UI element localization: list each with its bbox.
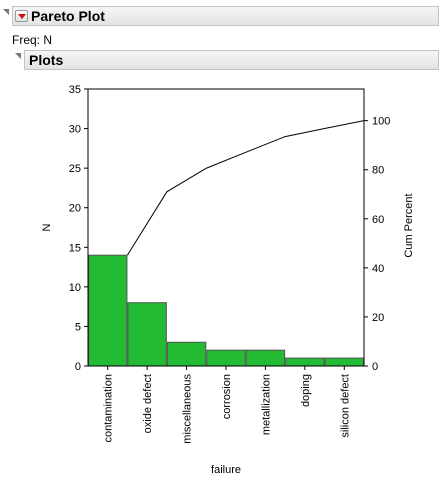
pareto-disclosure-icon[interactable] <box>3 9 9 15</box>
y2-tick-label: 80 <box>372 165 384 177</box>
y2-tick-label: 40 <box>372 263 384 275</box>
x-tick-label: miscellaneous <box>182 374 194 444</box>
bar-corrosion <box>206 349 246 367</box>
y-tick-label: 20 <box>69 203 81 215</box>
red-triangle-menu-icon[interactable] <box>15 10 28 22</box>
pareto-plot-header[interactable]: Pareto Plot <box>12 6 439 26</box>
plots-title: Plots <box>29 52 64 68</box>
x-tick-label: metallization <box>260 374 272 435</box>
freq-label: Freq: N <box>12 33 53 47</box>
bar-oxide-defect <box>127 302 167 367</box>
y2-axis-label: Cum Percent <box>403 193 415 257</box>
bar-silicon-defect <box>324 357 365 367</box>
y-tick-label: 0 <box>75 361 81 373</box>
y-tick-label: 35 <box>69 84 81 96</box>
y2-tick-label: 0 <box>372 361 378 373</box>
y2-tick-label: 60 <box>372 214 384 226</box>
y-tick-label: 25 <box>69 163 81 175</box>
x-tick-label: corrosion <box>221 374 233 419</box>
plots-disclosure-icon[interactable] <box>15 53 21 59</box>
report-title: Pareto Plot <box>31 8 105 24</box>
y-axis-label: N <box>41 223 53 231</box>
bar-doping <box>285 357 325 367</box>
y-tick-label: 10 <box>69 282 81 294</box>
bar-miscellaneous <box>166 341 207 367</box>
cum-percent-line <box>127 120 365 256</box>
y2-tick-label: 20 <box>372 312 384 324</box>
x-tick-label: silicon defect <box>339 374 351 438</box>
y2-tick-label: 100 <box>372 116 390 128</box>
x-tick-label: oxide defect <box>142 374 154 433</box>
plots-header[interactable]: Plots <box>24 50 439 70</box>
y-tick-label: 30 <box>69 124 81 136</box>
x-tick-label: contamination <box>103 374 115 443</box>
x-tick-label: doping <box>300 374 312 407</box>
bar-contamination <box>88 254 128 367</box>
bar-metallization <box>245 349 286 367</box>
y-tick-label: 5 <box>75 321 81 333</box>
y-tick-label: 15 <box>69 242 81 254</box>
x-axis-label: failure <box>211 464 241 476</box>
